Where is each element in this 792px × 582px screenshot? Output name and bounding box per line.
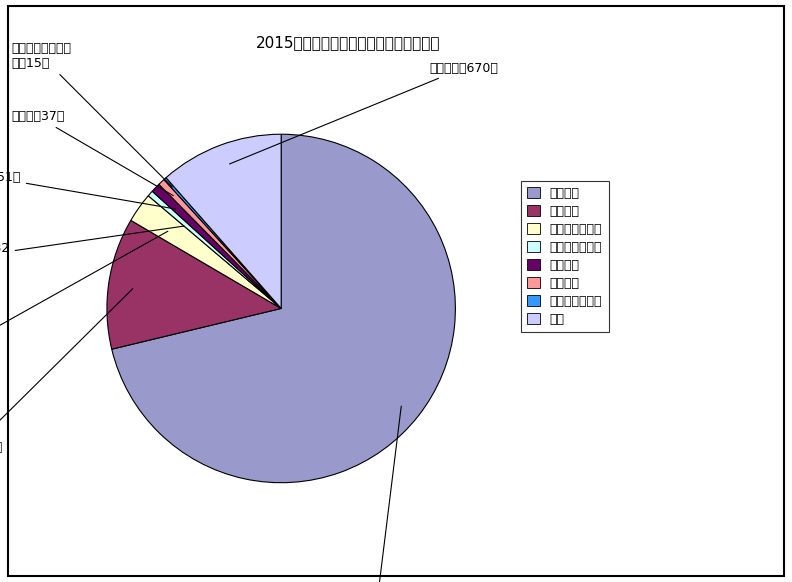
Text: 其他类信息670条: 其他类信息670条 xyxy=(230,62,498,164)
Text: 政策法规类信息32
条: 政策法规类信息32 条 xyxy=(0,226,185,270)
Wedge shape xyxy=(152,184,281,308)
Text: 水利简报、公报类
信息15条: 水利简报、公报类 信息15条 xyxy=(11,42,173,187)
Wedge shape xyxy=(112,134,455,482)
Legend: 业务动态, 综合要闻, 通知公告招投标, 政策法规类信息, 行政执法, 人事管理, 水利简报、公报, 其他: 业务动态, 综合要闻, 通知公告招投标, 政策法规类信息, 行政执法, 人事管理… xyxy=(521,181,608,332)
Text: 2015年广东省水利厅网站主动公开统计表: 2015年广东省水利厅网站主动公开统计表 xyxy=(257,35,440,50)
Wedge shape xyxy=(148,191,281,308)
Wedge shape xyxy=(131,196,281,308)
Wedge shape xyxy=(164,178,281,308)
Wedge shape xyxy=(159,180,281,308)
Text: 业务动态4155条: 业务动态4155条 xyxy=(342,406,412,582)
Text: 人事管理37条: 人事管理37条 xyxy=(11,111,173,196)
Text: 行政执法51条: 行政执法51条 xyxy=(0,171,175,209)
Wedge shape xyxy=(107,221,281,349)
Wedge shape xyxy=(166,134,281,308)
Text: 综合要闻711条: 综合要闻711条 xyxy=(0,289,133,455)
Text: 通知公告招投标
161条: 通知公告招投标 161条 xyxy=(0,231,168,357)
